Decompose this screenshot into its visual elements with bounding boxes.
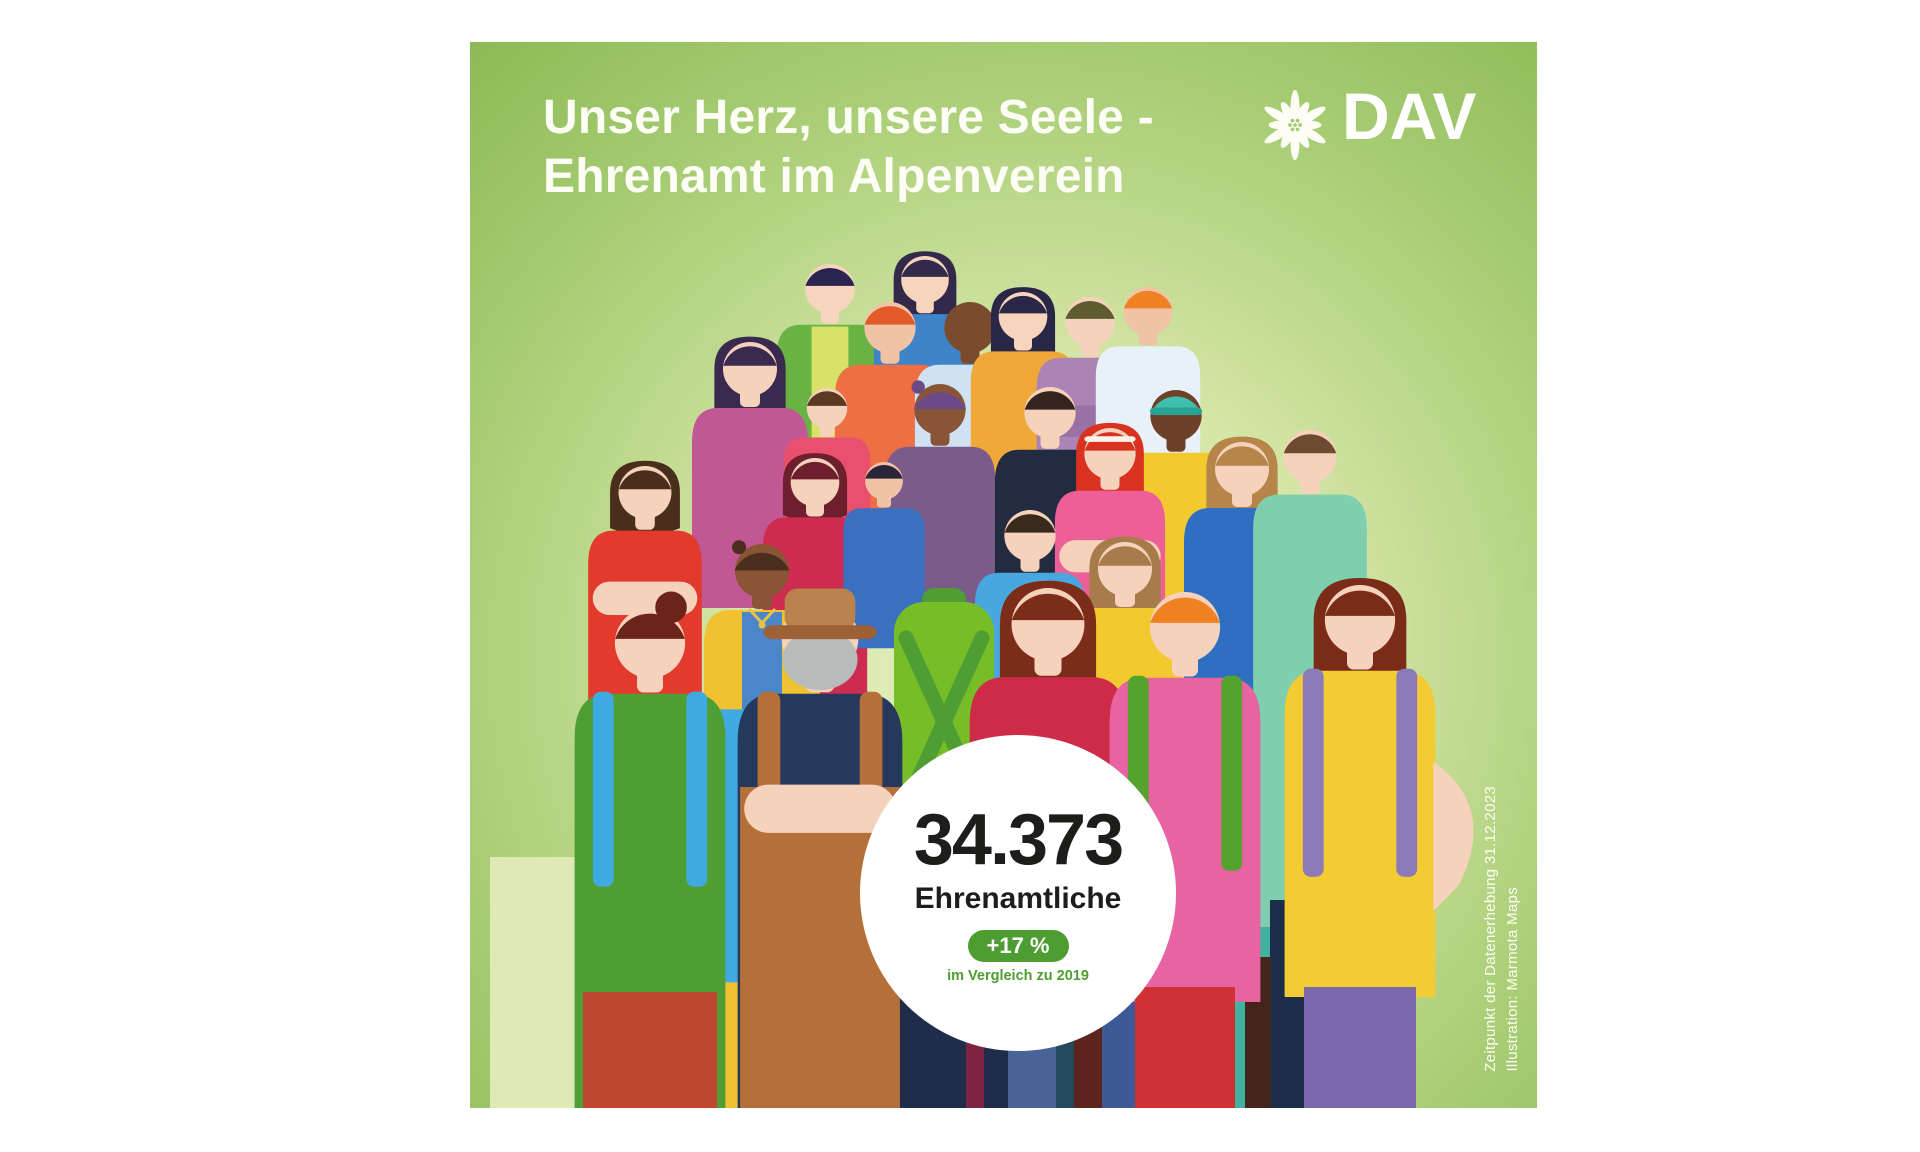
page-title: Unser Herz, unsere Seele - Ehrenamt im A… [543, 88, 1154, 206]
stat-badge-caption: im Vergleich zu 2019 [947, 968, 1089, 984]
person-man-beard-hat [737, 588, 903, 1108]
stat-circle: 34.373 Ehrenamtliche +17 % im Vergleich … [860, 735, 1176, 1051]
green-panel: Unser Herz, unsere Seele - Ehrenamt im A… [470, 42, 1537, 1108]
edelweiss-icon [1264, 89, 1326, 161]
stat-badge: +17 % [967, 930, 1069, 962]
dav-logo: DAV [1256, 79, 1516, 166]
stat-label: Ehrenamtliche [914, 882, 1122, 915]
title-line-2: Ehrenamt im Alpenverein [543, 150, 1125, 203]
credit-line-2: Illustration: Marmota Maps [1504, 887, 1521, 1072]
title-line-1: Unser Herz, unsere Seele - [543, 91, 1154, 144]
credit-line-1: Zeitpunkt der Datenerhebung 31.12.2023 [1482, 786, 1499, 1072]
person-woman-yellow-dress [1284, 577, 1474, 1108]
credit-block: Zeitpunkt der Datenerhebung 31.12.2023 I… [1482, 786, 1522, 1072]
logo-text: DAV [1342, 79, 1477, 153]
crowd-illustration [490, 251, 1474, 1108]
stat-value: 34.373 [913, 800, 1124, 880]
